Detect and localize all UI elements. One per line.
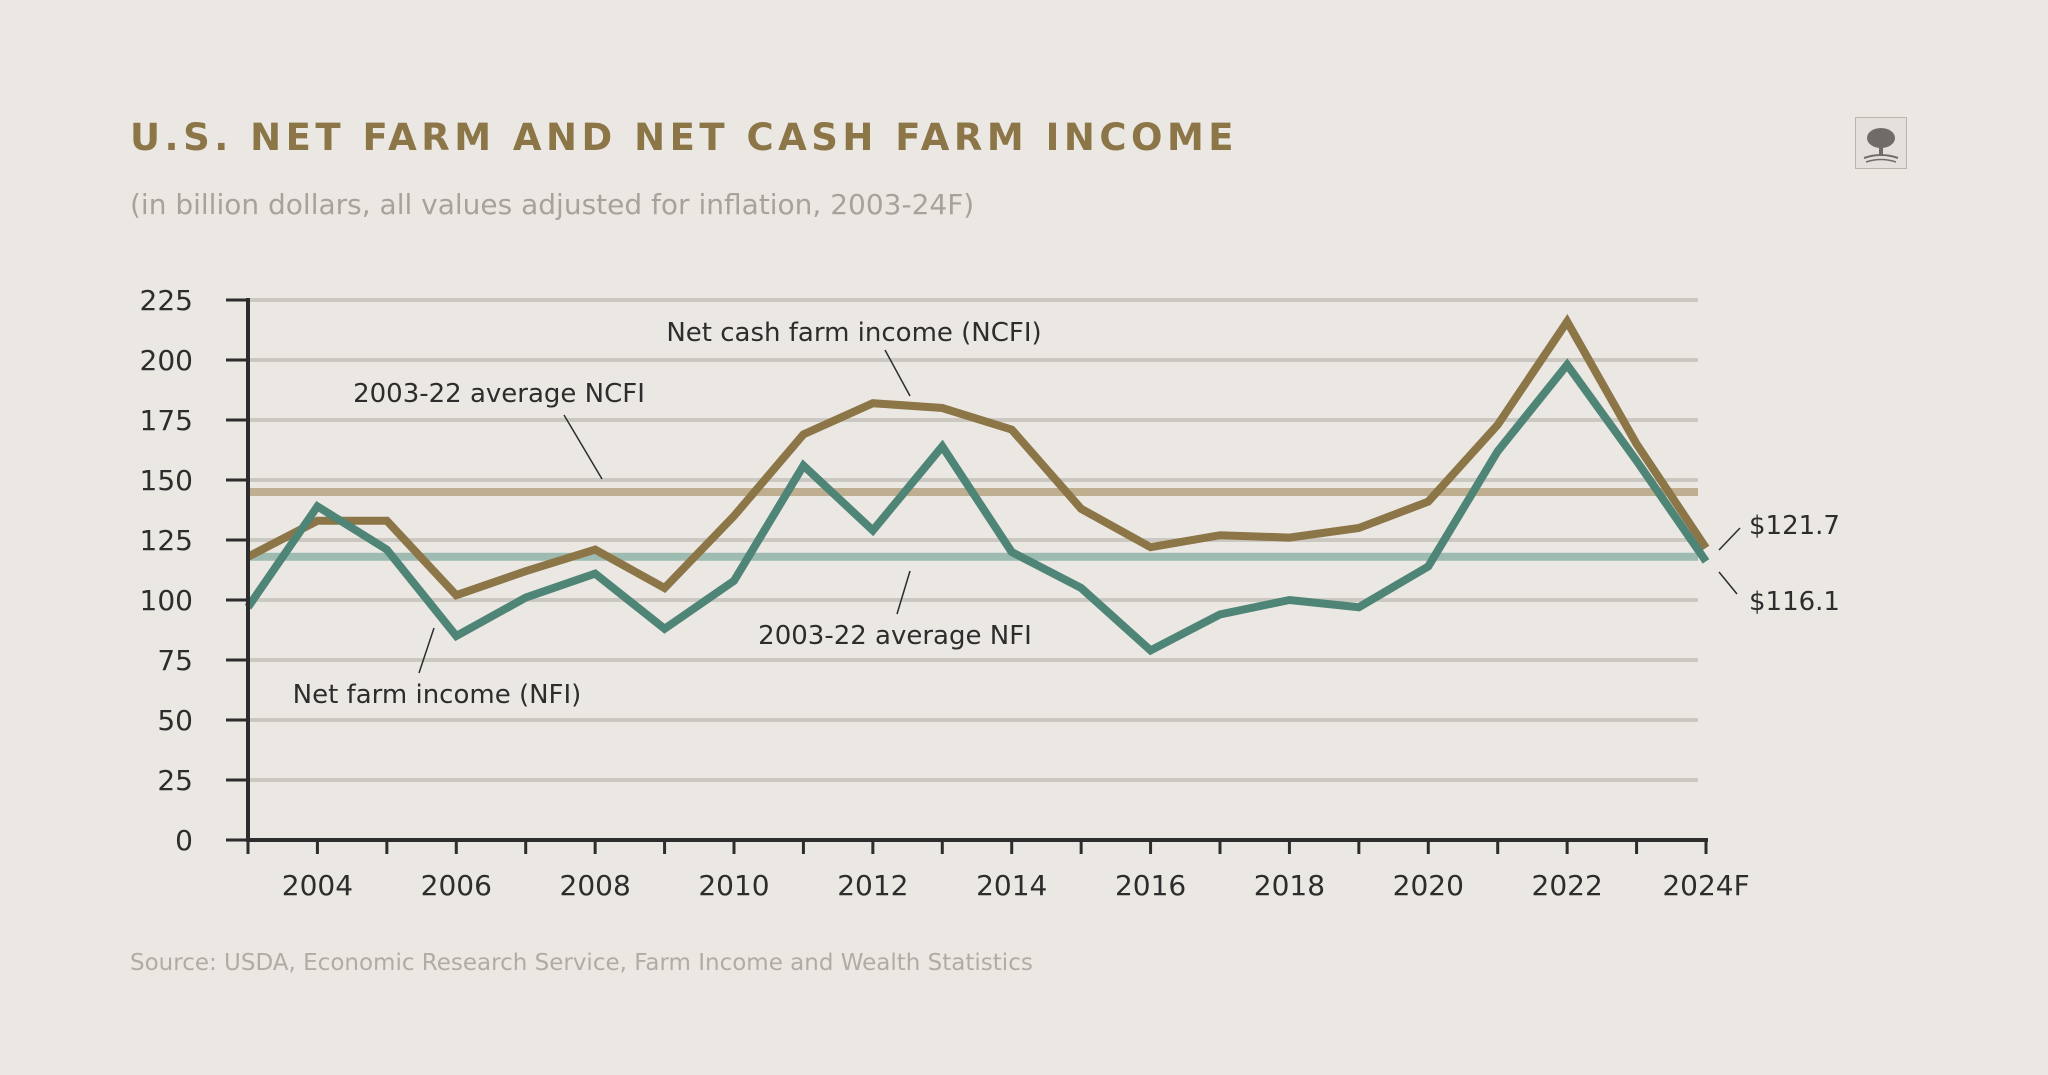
x-tick-label: 2008 <box>560 869 631 902</box>
leader-line-nfi <box>418 627 435 674</box>
y-tick-label: 150 <box>140 464 193 497</box>
leader-line-avg-ncfi <box>563 414 603 480</box>
tree-icon <box>1855 117 1907 169</box>
axes: 0 25 50 75 100 125 150 175 200 225 2004 2006 2008 201… <box>140 284 1750 902</box>
annotation-avg-nfi: 2003-22 average NFI <box>758 621 1032 651</box>
leader-line-end-nfi <box>1718 571 1738 595</box>
reference-lines <box>248 488 1698 561</box>
x-tick-label: 2022 <box>1532 869 1603 902</box>
y-tick-label: 75 <box>157 644 193 677</box>
leader-line-ncfi <box>884 349 911 397</box>
end-label-nfi: $116.1 <box>1749 587 1840 617</box>
x-tick-label: 2014 <box>976 869 1047 902</box>
chart-title: U.S. NET FARM AND NET CASH FARM INCOME <box>130 116 1239 159</box>
series-lines <box>244 314 1710 656</box>
source-note: Source: USDA, Economic Research Service,… <box>130 950 1033 976</box>
annotation-ncfi: Net cash farm income (NCFI) <box>666 318 1041 348</box>
y-tick-label: 100 <box>140 584 193 617</box>
nfi-line <box>244 358 1710 656</box>
y-tick-label: 0 <box>175 824 193 857</box>
leader-line-avg-nfi <box>896 570 911 615</box>
end-label-ncfi: $121.7 <box>1749 511 1840 541</box>
x-tick-label: 2016 <box>1115 869 1186 902</box>
y-tick-label: 125 <box>140 524 193 557</box>
x-tick-label: 2006 <box>421 869 492 902</box>
y-tick-label: 200 <box>140 344 193 377</box>
y-tick-label: 175 <box>140 404 193 437</box>
leader-line-end-ncfi <box>1718 527 1741 551</box>
y-tick-label: 50 <box>157 704 193 737</box>
chart-subtitle: (in billion dollars, all values adjusted… <box>130 188 975 221</box>
x-tick-label: 2012 <box>837 869 908 902</box>
x-tick-label: 2020 <box>1393 869 1464 902</box>
annotation-avg-ncfi: 2003-22 average NCFI <box>353 379 645 409</box>
x-tick-label: 2004 <box>282 869 353 902</box>
y-tick-label: 25 <box>157 764 193 797</box>
annotations: Net cash farm income (NCFI) 2003-22 aver… <box>293 318 1840 710</box>
ncfi-line <box>246 314 1710 600</box>
x-tick-label: 2018 <box>1254 869 1325 902</box>
x-tick-label: 2010 <box>698 869 769 902</box>
gridlines <box>248 298 1698 782</box>
y-tick-label: 225 <box>140 284 193 317</box>
x-tick-label: 2024F <box>1662 869 1749 902</box>
annotation-nfi: Net farm income (NFI) <box>293 680 582 710</box>
